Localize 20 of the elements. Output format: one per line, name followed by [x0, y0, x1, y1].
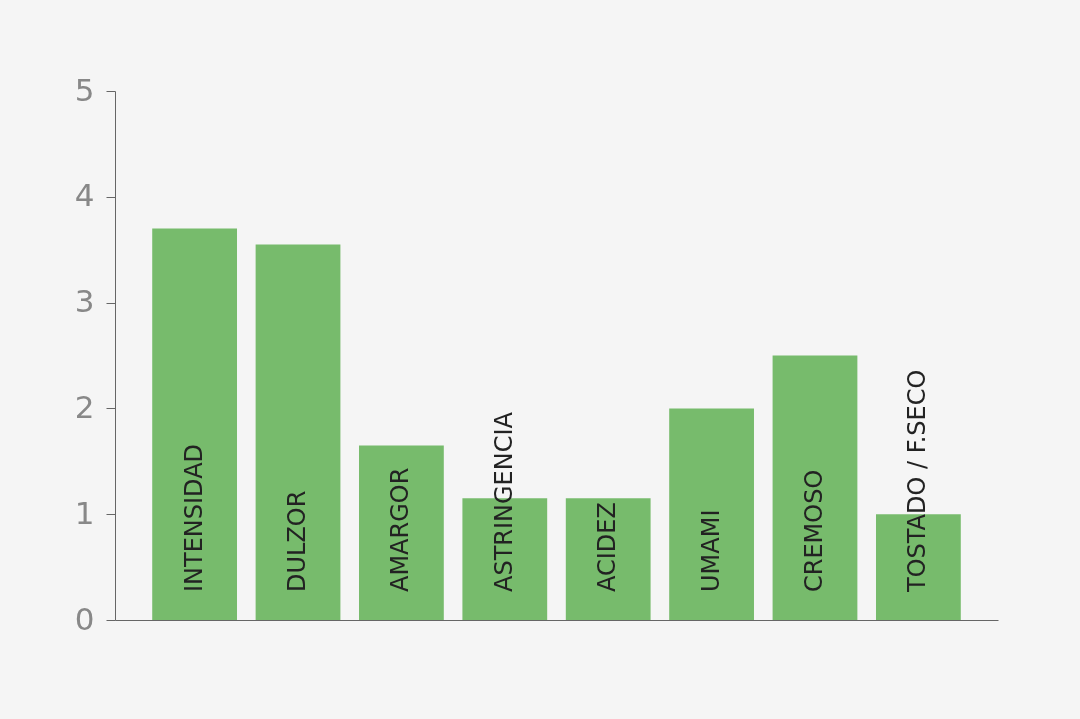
y-tick-label: 5 — [74, 71, 95, 108]
x-tick-label: ASTRINGENCIA — [489, 411, 518, 592]
x-tick-label: TOSTADO / F.SECO — [903, 369, 932, 593]
y-tick-label: 3 — [74, 283, 95, 320]
bar — [565, 498, 651, 620]
x-tick-label: ACIDEZ — [593, 502, 622, 592]
bar — [359, 445, 444, 620]
y-tick-label: 1 — [74, 494, 95, 531]
y-tick-label: 2 — [74, 388, 95, 425]
x-tick-label: INTENSIDAD — [179, 443, 208, 592]
x-tick-label: AMARGOR — [386, 467, 415, 592]
bar — [669, 408, 754, 620]
x-tick-label: CREMOSO — [799, 469, 828, 592]
x-tick-label: UMAMI — [696, 509, 725, 592]
bar — [152, 228, 238, 620]
y-tick-label: 4 — [74, 177, 95, 214]
x-tick-label: DULZOR — [283, 490, 312, 592]
bar — [255, 244, 341, 620]
bar — [772, 355, 858, 620]
y-tick-label: 0 — [74, 600, 95, 637]
